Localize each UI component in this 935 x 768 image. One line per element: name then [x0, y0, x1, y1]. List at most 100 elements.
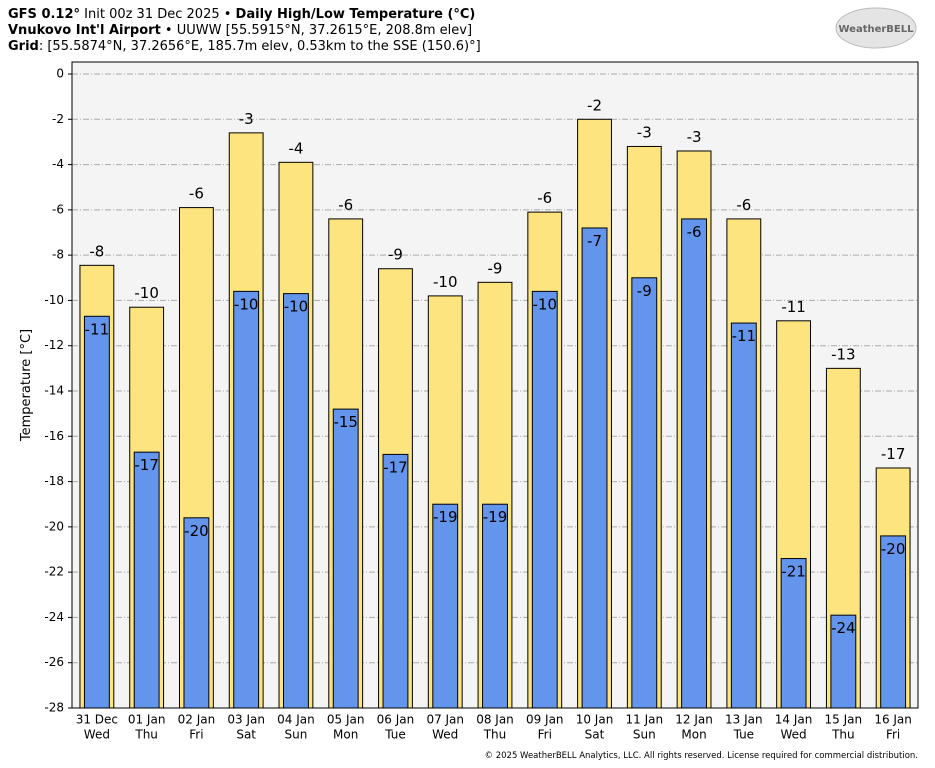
grid-info-part: : [55.5874°N, 37.2656°E, 185.7m elev, 0.… — [39, 39, 481, 54]
value-label: -20 — [184, 522, 209, 540]
bar — [681, 218, 708, 709]
x-tick-label: Sun — [285, 728, 308, 742]
x-tick-label: Thu — [483, 728, 507, 742]
x-tick-label: Sun — [633, 728, 656, 742]
bar — [283, 293, 309, 709]
value-label: -17 — [881, 445, 906, 463]
value-label: -19 — [433, 508, 458, 526]
logo-badge — [835, 7, 917, 49]
footer: © 2025 WeatherBELL Analytics, LLC. All r… — [485, 751, 918, 761]
x-tick-label: 14 Jan — [775, 713, 813, 727]
bar — [432, 503, 459, 709]
value-label: -9 — [637, 282, 652, 300]
value-label: -24 — [831, 619, 856, 637]
y-tick-label: -20 — [44, 519, 64, 533]
y-tick-label: -28 — [44, 701, 64, 715]
value-label: -10 — [284, 298, 309, 316]
x-tick-label: 06 Jan — [377, 713, 415, 727]
x-tick-label: 04 Jan — [277, 713, 315, 727]
logo: WeatherBELL — [838, 24, 914, 35]
value-label: -10 — [533, 295, 558, 313]
y-tick-label: -12 — [44, 338, 64, 352]
x-tick-label: Sat — [236, 728, 256, 742]
title-part: GFS 0.12° — [8, 7, 80, 22]
chart-title: GFS 0.12° Init 00z 31 Dec 2025 • Daily H… — [8, 7, 475, 22]
y-tick-label: 0 — [56, 67, 64, 81]
x-tick-label: Mon — [333, 728, 358, 742]
value-label: -4 — [288, 139, 303, 157]
x-tick-label: Thu — [134, 728, 158, 742]
y-tick-label: -26 — [44, 655, 64, 669]
grid-info: Grid: [55.5874°N, 37.2656°E, 185.7m elev… — [8, 39, 481, 54]
bar — [631, 277, 658, 709]
value-label: -20 — [881, 540, 906, 558]
x-tick-label: Wed — [84, 728, 110, 742]
value-label: -10 — [433, 273, 458, 291]
value-label: -17 — [134, 456, 159, 474]
y-tick-label: -18 — [44, 474, 64, 488]
bar — [382, 453, 409, 709]
y-tick-label: -8 — [52, 248, 64, 262]
subtitle-part: • UUWW [55.5915°N, 37.2615°E, 208.8m ele… — [161, 23, 472, 38]
x-tick-label: 10 Jan — [576, 713, 614, 727]
x-tick-label: 09 Jan — [526, 713, 564, 727]
y-tick-label: -16 — [44, 429, 64, 443]
x-tick-label: Fri — [189, 728, 203, 742]
bar — [531, 290, 558, 709]
x-tick-label: 12 Jan — [675, 713, 713, 727]
bar — [830, 614, 857, 709]
x-tick-label: 15 Jan — [825, 713, 863, 727]
x-tick-label: 11 Jan — [625, 713, 663, 727]
value-label: -11 — [85, 320, 110, 338]
bar — [482, 503, 508, 709]
x-tick-label: 05 Jan — [327, 713, 365, 727]
y-tick-label: -4 — [52, 157, 64, 171]
y-tick-label: -6 — [52, 202, 64, 216]
x-tick-label: 08 Jan — [476, 713, 514, 727]
value-label: -9 — [488, 259, 503, 277]
x-tick-label: Wed — [781, 728, 807, 742]
bar — [581, 227, 608, 709]
value-label: -17 — [383, 458, 408, 476]
bar — [133, 451, 160, 709]
subtitle-part: Vnukovo Int'l Airport — [8, 23, 161, 38]
x-tick-label: 16 Jan — [874, 713, 912, 727]
plot-frame — [71, 61, 919, 709]
value-label: -6 — [736, 196, 751, 214]
value-label: -13 — [831, 345, 856, 363]
x-tick-label: 03 Jan — [227, 713, 265, 727]
y-tick-label: -22 — [44, 565, 64, 579]
x-tick-label: Sat — [585, 728, 605, 742]
value-label: -8 — [89, 242, 104, 260]
value-label: -6 — [537, 189, 552, 207]
x-tick-label: 07 Jan — [426, 713, 464, 727]
x-tick-label: Wed — [432, 728, 458, 742]
value-label: -6 — [687, 223, 702, 241]
x-tick-label: Tue — [733, 728, 755, 742]
value-label: -9 — [388, 246, 403, 264]
value-label: -3 — [687, 128, 702, 146]
y-tick-label: -10 — [44, 293, 64, 307]
value-label: -2 — [587, 96, 602, 114]
value-label: -21 — [781, 563, 806, 581]
bar — [730, 322, 757, 709]
bar — [880, 535, 907, 709]
x-tick-label: 13 Jan — [725, 713, 763, 727]
x-tick-label: 01 Jan — [128, 713, 166, 727]
x-tick-label: Mon — [681, 728, 706, 742]
bar — [183, 517, 210, 709]
value-label: -15 — [333, 413, 358, 431]
x-tick-label: Fri — [886, 728, 900, 742]
x-tick-label: Fri — [538, 728, 552, 742]
bar — [233, 290, 260, 709]
bar — [332, 408, 359, 709]
value-label: -3 — [239, 110, 254, 128]
grid-info-part: Grid — [8, 39, 39, 54]
value-label: -19 — [483, 508, 508, 526]
x-tick-label: Tue — [384, 728, 406, 742]
y-tick-label: -14 — [44, 384, 64, 398]
y-tick-label: -24 — [44, 610, 64, 624]
x-tick-label: 31 Dec — [76, 713, 118, 727]
value-label: -10 — [234, 295, 259, 313]
